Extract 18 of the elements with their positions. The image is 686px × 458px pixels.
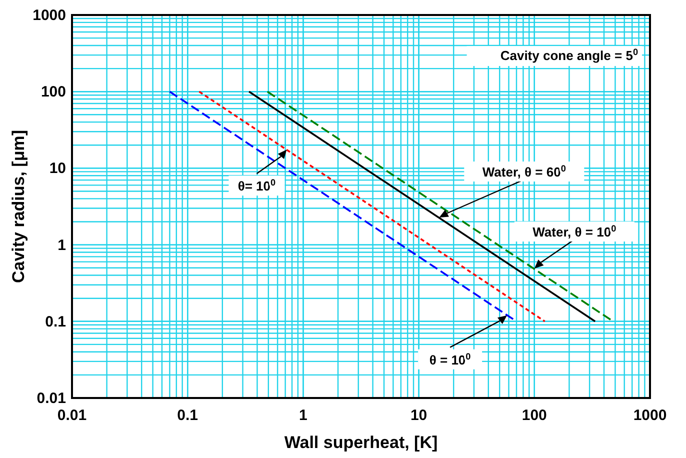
annotation: Water, θ = 60$^{0}$ [482, 164, 566, 180]
annotation: Water, θ = 10$^{0}$ [532, 224, 616, 240]
annotation: Cavity cone angle = 5$^{0}$ [500, 47, 638, 63]
x-tick-label: 0.1 [177, 407, 198, 424]
y-tick-label: 10 [49, 160, 66, 178]
x-tick-label: 10 [410, 407, 428, 424]
x-tick-label: 1000 [633, 407, 667, 424]
y-tick-label: 0.01 [36, 390, 66, 407]
annotation: θ= 10$^{0}$ [238, 178, 276, 194]
y-tick-label: 100 [40, 84, 66, 101]
y-axis-title: Cavity radius, [μm] [9, 130, 28, 284]
y-tick-label: 0.1 [45, 313, 66, 330]
x-axis-title: Wall superheat, [K] [284, 433, 438, 452]
x-tick-label: 100 [522, 407, 547, 424]
x-tick-label: 1 [299, 407, 308, 424]
annotation: θ = 10$^{0}$ [429, 351, 471, 368]
y-tick-label: 1 [58, 236, 66, 254]
y-tick-label: 1000 [32, 7, 66, 24]
